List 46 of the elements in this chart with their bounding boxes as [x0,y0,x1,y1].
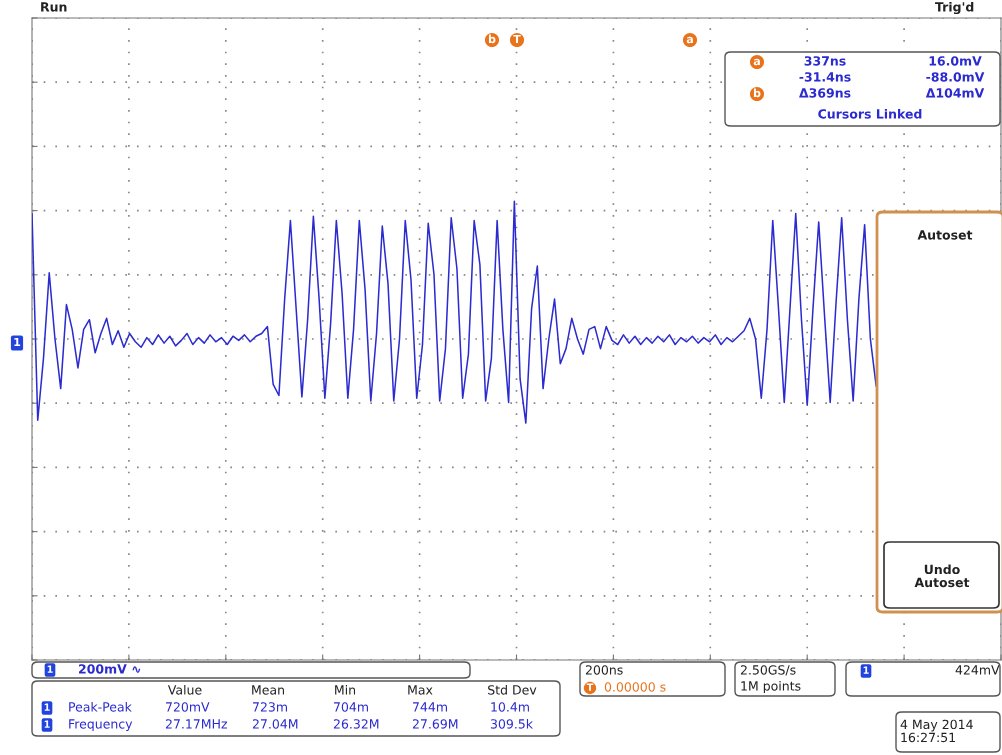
text: Max [408,685,433,695]
text: 27.17MHz [165,719,227,729]
text: 4 May 2014 16:27:51 [900,719,973,743]
text: 0.00000 s [604,682,666,692]
text: 424mV [955,665,1000,675]
text: Min [335,684,356,695]
text: a [753,58,760,66]
text: Undo Autoset [914,564,970,588]
text: 744m [413,702,447,712]
text: a [686,36,693,44]
text: b [488,34,496,44]
text: 2.50GS/s [740,665,796,676]
text: 1 [47,665,53,673]
text: Std Dev [488,684,537,695]
text: 200ns [585,665,623,675]
text: -88.0mV [926,72,985,82]
text: Cursors Linked [818,108,922,119]
text: 309.5k [490,718,533,729]
text: Δ369ns [799,88,851,98]
text: 1 [863,666,869,674]
text: 1 [14,337,21,347]
text: Value [167,684,202,695]
text: Run [41,2,67,12]
text: Δ104mV [925,88,985,98]
text: Frequency [69,719,133,732]
text: T [586,683,594,691]
text: Mean [252,685,284,695]
text: 16.0mV [929,56,982,66]
text: 1 [44,703,50,711]
text: -31.4ns [799,72,851,82]
text: 26.32M [333,719,379,729]
text: 337ns [804,56,846,66]
text: Trig'd [935,1,974,15]
text: 200mV ∿ [78,664,141,674]
text: T [513,34,521,44]
text: 10.4m [491,702,529,712]
text: 720mV [166,702,210,712]
text: 27.04M [252,719,298,729]
text: Autoset [917,230,973,240]
text: b [753,88,761,98]
text: Peak-Peak [69,701,132,712]
text: 1 [44,720,50,728]
text: 1M points [741,680,801,694]
text: 704m [334,702,368,712]
text: 723m [253,702,287,712]
text: 27.69M [412,719,458,729]
